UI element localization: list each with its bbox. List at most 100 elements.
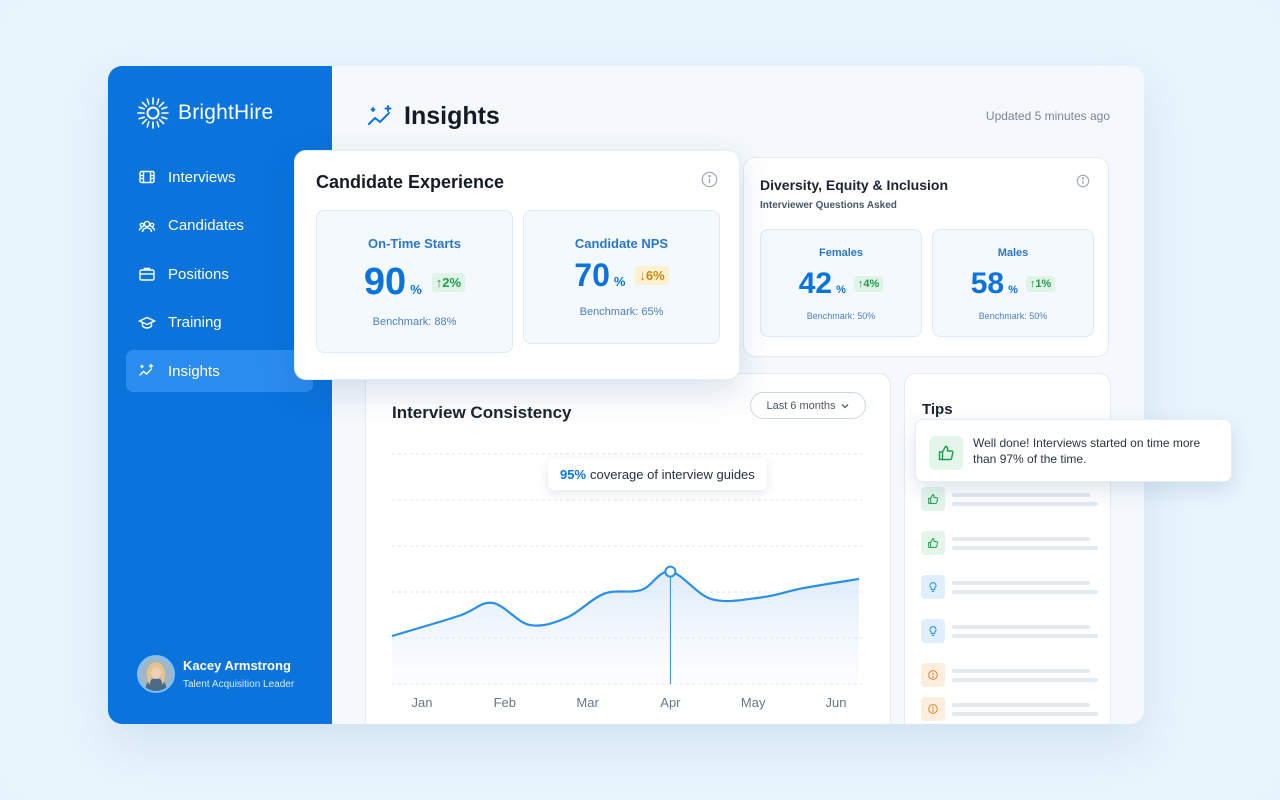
user-role: Talent Acquisition Leader xyxy=(183,679,295,690)
brand-name: BrightHire xyxy=(178,101,274,124)
updated-timestamp: Updated 5 minutes ago xyxy=(985,109,1110,123)
sun-logo-icon xyxy=(137,97,169,129)
page-header: Insights xyxy=(366,102,500,131)
user-name: Kacey Armstrong xyxy=(183,658,291,673)
brand[interactable]: BrightHire xyxy=(136,96,273,130)
card-title: Interview Consistency xyxy=(392,403,572,422)
sidebar-item-label: Candidates xyxy=(168,217,244,234)
tip-placeholder-lines xyxy=(952,624,1098,638)
sidebar-item-training[interactable]: Training xyxy=(126,302,313,344)
series-line xyxy=(391,570,860,638)
card-title: Diversity, Equity & Inclusion xyxy=(760,177,949,193)
benchmark: Benchmark: 50% xyxy=(806,311,876,321)
stat-value: 70 xyxy=(574,257,610,293)
stat-females: Females 42 % ↑4% Benchmark: 50% xyxy=(760,229,922,337)
tooltip-text: coverage of interview guides xyxy=(590,466,755,482)
alert-circle-icon xyxy=(928,670,938,680)
card-subtitle: Interviewer Questions Asked xyxy=(760,200,897,211)
graduation-cap-icon xyxy=(138,316,156,329)
stat-value: 42 xyxy=(798,267,833,300)
tip-badge xyxy=(921,487,945,511)
tip-placeholder-lines xyxy=(952,580,1098,594)
change-badge: ↑1% xyxy=(1025,276,1056,292)
avatar xyxy=(137,655,175,693)
sidebar-item-label: Interviews xyxy=(168,168,236,186)
sparkle-chart-icon xyxy=(368,104,392,125)
stat-label: On-Time Starts xyxy=(368,236,461,251)
page-title: Insights xyxy=(404,102,500,130)
x-tick-label: Apr xyxy=(660,695,681,710)
tip-placeholder-lines xyxy=(952,668,1098,682)
x-tick-label: Mar xyxy=(576,695,599,710)
film-icon xyxy=(139,170,155,184)
tip-item[interactable] xyxy=(921,575,1098,599)
x-tick-label: Jan xyxy=(412,695,433,710)
tip-message: Well done! Interviews started on time mo… xyxy=(973,436,1201,466)
tip-placeholder-lines xyxy=(952,702,1098,716)
info-icon[interactable] xyxy=(701,171,718,188)
lightbulb-icon xyxy=(929,626,937,636)
highlight-point xyxy=(664,565,677,578)
tip-item[interactable] xyxy=(921,619,1098,643)
thumbs-up-icon xyxy=(928,538,939,548)
card-title: Candidate Experience xyxy=(316,172,505,192)
stat-unit: % xyxy=(836,284,846,296)
tip-item[interactable] xyxy=(921,697,1098,721)
info-icon[interactable] xyxy=(1076,174,1090,188)
x-tick-label: Jun xyxy=(826,695,847,710)
stat-candidate-nps: Candidate NPS 70 % ↓6% Benchmark: 65% xyxy=(523,210,720,344)
stat-males: Males 58 % ↑1% Benchmark: 50% xyxy=(932,229,1094,337)
alert-circle-icon xyxy=(928,704,938,714)
area-fill xyxy=(392,571,859,684)
stat-on-time-starts: On-Time Starts 90 % ↑2% Benchmark: 88% xyxy=(316,210,513,353)
tip-badge xyxy=(921,619,945,643)
tip-item[interactable] xyxy=(921,663,1098,687)
tip-placeholder-lines xyxy=(952,536,1098,550)
tip-badge xyxy=(929,436,963,470)
stat-value: 58 xyxy=(970,267,1005,300)
tip-item[interactable] xyxy=(921,487,1098,511)
chart-tooltip: 95% coverage of interview guides xyxy=(548,458,767,490)
tip-placeholder-lines xyxy=(952,492,1098,506)
stat-unit: % xyxy=(613,274,626,289)
tip-badge xyxy=(921,575,945,599)
tip-badge xyxy=(921,697,945,721)
stat-unit: % xyxy=(410,282,422,297)
range-dropdown[interactable]: Last 6 months xyxy=(750,392,866,419)
lightbulb-icon xyxy=(929,582,937,592)
candidate-experience-card: Candidate Experience On-Time Starts 90 %… xyxy=(294,150,740,380)
tip-notification[interactable]: Well done! Interviews started on time mo… xyxy=(915,419,1232,482)
x-tick-label: Feb xyxy=(494,695,516,710)
change-badge: ↓6% xyxy=(635,266,669,285)
interview-consistency-card: Jan Feb Mar Apr May Jun Interview Consistency… xyxy=(365,373,891,724)
sidebar-item-label: Insights xyxy=(168,362,220,380)
dei-card: Diversity, Equity & Inclusion Interviewe… xyxy=(743,157,1109,357)
tooltip-value: 95% xyxy=(560,466,587,482)
sidebar-item-candidates[interactable]: Candidates xyxy=(126,205,313,247)
stat-label: Females xyxy=(818,247,864,259)
sidebar-item-label: Training xyxy=(168,314,222,331)
sidebar-nav: Interviews Candidates Positions Trai xyxy=(126,156,313,399)
sidebar-item-insights[interactable]: Insights xyxy=(126,350,313,392)
benchmark: Benchmark: 50% xyxy=(978,311,1048,321)
stat-value: 90 xyxy=(363,261,407,303)
tip-item[interactable] xyxy=(921,531,1098,555)
card-title: Tips xyxy=(922,401,953,418)
consistency-chart: Jan Feb Mar Apr May Jun xyxy=(391,453,862,710)
sidebar-item-positions[interactable]: Positions xyxy=(126,253,313,295)
sidebar-item-label: Positions xyxy=(168,265,229,283)
sidebar-item-interviews[interactable]: Interviews xyxy=(126,156,313,198)
user-profile[interactable]: Kacey Armstrong Talent Acquisition Leade… xyxy=(137,655,294,693)
benchmark: Benchmark: 88% xyxy=(372,316,457,328)
thumbs-up-icon xyxy=(938,445,954,461)
chevron-down-icon xyxy=(841,403,849,408)
tip-badge xyxy=(921,663,945,687)
range-label: Last 6 months xyxy=(766,399,836,412)
briefcase-icon xyxy=(139,267,155,281)
thumbs-up-icon xyxy=(928,494,939,504)
change-badge: ↑4% xyxy=(853,276,884,292)
tip-badge xyxy=(921,531,945,555)
users-icon xyxy=(138,220,156,232)
stat-label: Males xyxy=(997,247,1029,259)
stat-unit: % xyxy=(1008,284,1018,296)
